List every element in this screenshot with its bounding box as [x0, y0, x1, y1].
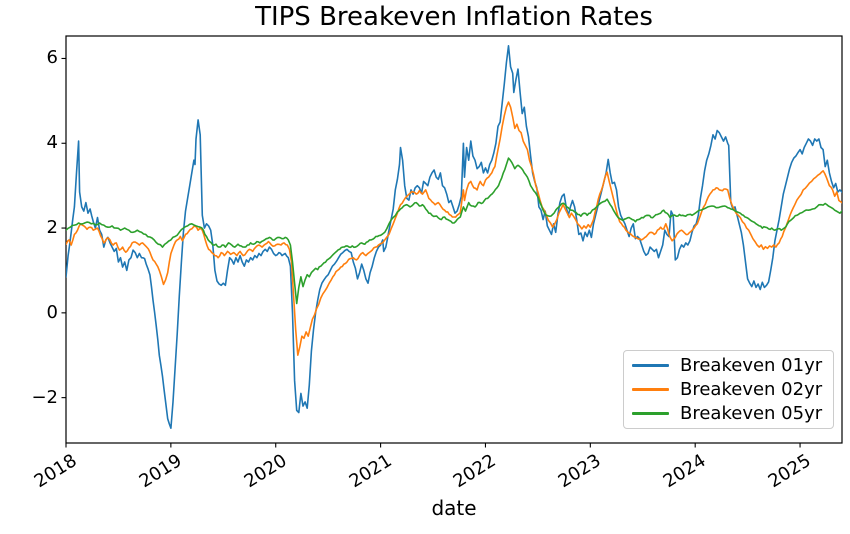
legend-label: Breakeven 05yr — [680, 402, 823, 424]
line-breakeven-01yr — [66, 44, 842, 430]
legend-line-swatch-05yr — [632, 411, 669, 415]
y-tick-label: 0 — [46, 301, 58, 323]
x-axis-title: date — [431, 496, 477, 520]
legend-item-breakeven-05yr[interactable]: Breakeven 05yr — [632, 401, 825, 425]
legend-line-swatch-02yr — [632, 388, 669, 391]
y-tick-label: 4 — [46, 132, 58, 154]
legend-item-breakeven-01yr[interactable]: Breakeven 01yr — [632, 354, 825, 378]
y-tick-label: 6 — [46, 47, 58, 69]
line-breakeven-05yr — [66, 157, 842, 305]
line-breakeven-02yr — [66, 101, 842, 357]
tick-marks — [61, 57, 801, 448]
axes-spines — [65, 35, 843, 444]
legend[interactable]: Breakeven 01yr Breakeven 02yr Breakeven … — [623, 350, 834, 429]
legend-label: Breakeven 01yr — [680, 355, 823, 377]
chart-title: TIPS Breakeven Inflation Rates — [255, 2, 653, 32]
y-tick-label: 2 — [46, 217, 58, 239]
legend-line-swatch-01yr — [632, 364, 669, 368]
legend-label: Breakeven 02yr — [680, 379, 823, 400]
legend-item-breakeven-02yr[interactable]: Breakeven 02yr — [632, 378, 825, 402]
y-tick-label: −2 — [31, 386, 58, 408]
